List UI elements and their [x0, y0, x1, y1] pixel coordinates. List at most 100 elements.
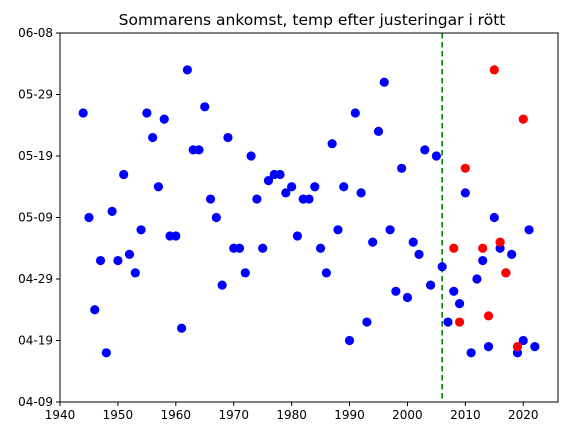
data-point: [379, 77, 389, 87]
data-point: [472, 274, 482, 284]
data-point: [466, 348, 476, 358]
data-point: [373, 126, 384, 136]
data-point: [177, 323, 187, 333]
y-tick-label: 04-29: [18, 272, 53, 286]
data-point: [524, 225, 534, 235]
data-point: [246, 151, 256, 161]
data-point: [391, 286, 401, 296]
data-point: [182, 65, 192, 75]
data-point: [84, 212, 94, 223]
data-points-layer: [78, 65, 540, 358]
data-point: [478, 255, 488, 266]
data-point: [431, 151, 441, 161]
data-point: [252, 194, 262, 204]
data-point: [304, 194, 314, 204]
y-axis: 04-09 04-19 04-29 05-09 05-19 05-29 06-08: [18, 26, 60, 409]
data-point: [362, 317, 372, 327]
data-point: [530, 342, 540, 352]
data-point: [113, 255, 123, 266]
data-point: [124, 249, 135, 259]
x-tick-label: 2020: [508, 408, 539, 422]
data-point: [518, 114, 528, 124]
data-point: [443, 317, 453, 327]
data-point: [518, 335, 528, 346]
data-point: [449, 286, 459, 296]
x-tick-label: 1960: [161, 408, 192, 422]
data-point: [194, 145, 204, 155]
data-point: [449, 243, 459, 253]
chart-title: Sommarens ankomst, temp efter justeringa…: [119, 11, 506, 29]
data-point: [437, 262, 447, 272]
data-point: [136, 225, 146, 235]
data-point: [171, 231, 181, 241]
data-point: [119, 169, 129, 180]
data-point: [90, 305, 100, 315]
data-point: [287, 182, 297, 192]
data-point: [501, 268, 511, 278]
data-point: [310, 182, 320, 192]
y-tick-label: 06-08: [18, 26, 53, 40]
data-point: [200, 102, 210, 112]
data-point: [426, 280, 436, 290]
x-axis: 1940 1950 1960 1970 1980 1990 2000 2010 2020: [45, 402, 539, 422]
y-tick-label: 05-29: [18, 88, 53, 102]
data-point: [339, 182, 349, 192]
data-point: [414, 249, 424, 259]
y-tick-label: 04-09: [18, 395, 53, 409]
x-tick-label: 2010: [450, 408, 481, 422]
data-point: [344, 335, 355, 346]
data-point: [315, 243, 326, 253]
data-point: [454, 299, 465, 309]
data-point: [78, 108, 88, 118]
data-point: [420, 145, 430, 155]
data-point: [217, 280, 227, 290]
y-tick-label: 05-09: [18, 211, 53, 225]
x-tick-label: 1970: [218, 408, 249, 422]
data-point: [333, 225, 343, 235]
data-point: [460, 188, 470, 198]
data-point: [142, 108, 152, 118]
data-point: [483, 342, 494, 352]
data-point: [385, 225, 395, 235]
data-point: [327, 139, 337, 149]
data-point: [356, 188, 366, 198]
data-point: [350, 108, 360, 118]
data-point: [483, 311, 494, 321]
data-point: [101, 348, 111, 358]
data-point: [512, 342, 523, 352]
x-tick-label: 1940: [45, 408, 76, 422]
x-tick-label: 1980: [276, 408, 307, 422]
data-point: [258, 243, 268, 253]
data-point: [130, 268, 140, 278]
data-point: [95, 255, 106, 266]
data-point: [234, 243, 245, 253]
data-point: [402, 292, 413, 303]
data-point: [454, 317, 465, 327]
data-point: [368, 237, 378, 247]
data-point: [460, 163, 470, 173]
data-point: [240, 268, 250, 278]
data-point: [275, 169, 285, 180]
data-point: [507, 249, 517, 259]
data-point: [205, 194, 216, 204]
data-point: [478, 243, 488, 253]
data-point: [408, 237, 418, 247]
x-tick-label: 2000: [392, 408, 423, 422]
data-point: [263, 176, 274, 186]
data-point: [321, 268, 331, 278]
data-point: [292, 231, 303, 241]
plot-area-frame: [59, 32, 559, 403]
data-point: [223, 132, 233, 143]
x-tick-label: 1950: [103, 408, 134, 422]
data-point: [211, 212, 221, 223]
data-point: [159, 114, 169, 124]
data-point: [281, 188, 291, 198]
data-point: [489, 65, 499, 75]
data-point: [107, 206, 117, 216]
data-point: [489, 212, 499, 223]
data-point: [153, 182, 164, 192]
data-point: [148, 132, 158, 143]
data-point: [495, 237, 505, 247]
y-tick-label: 04-19: [18, 334, 53, 348]
